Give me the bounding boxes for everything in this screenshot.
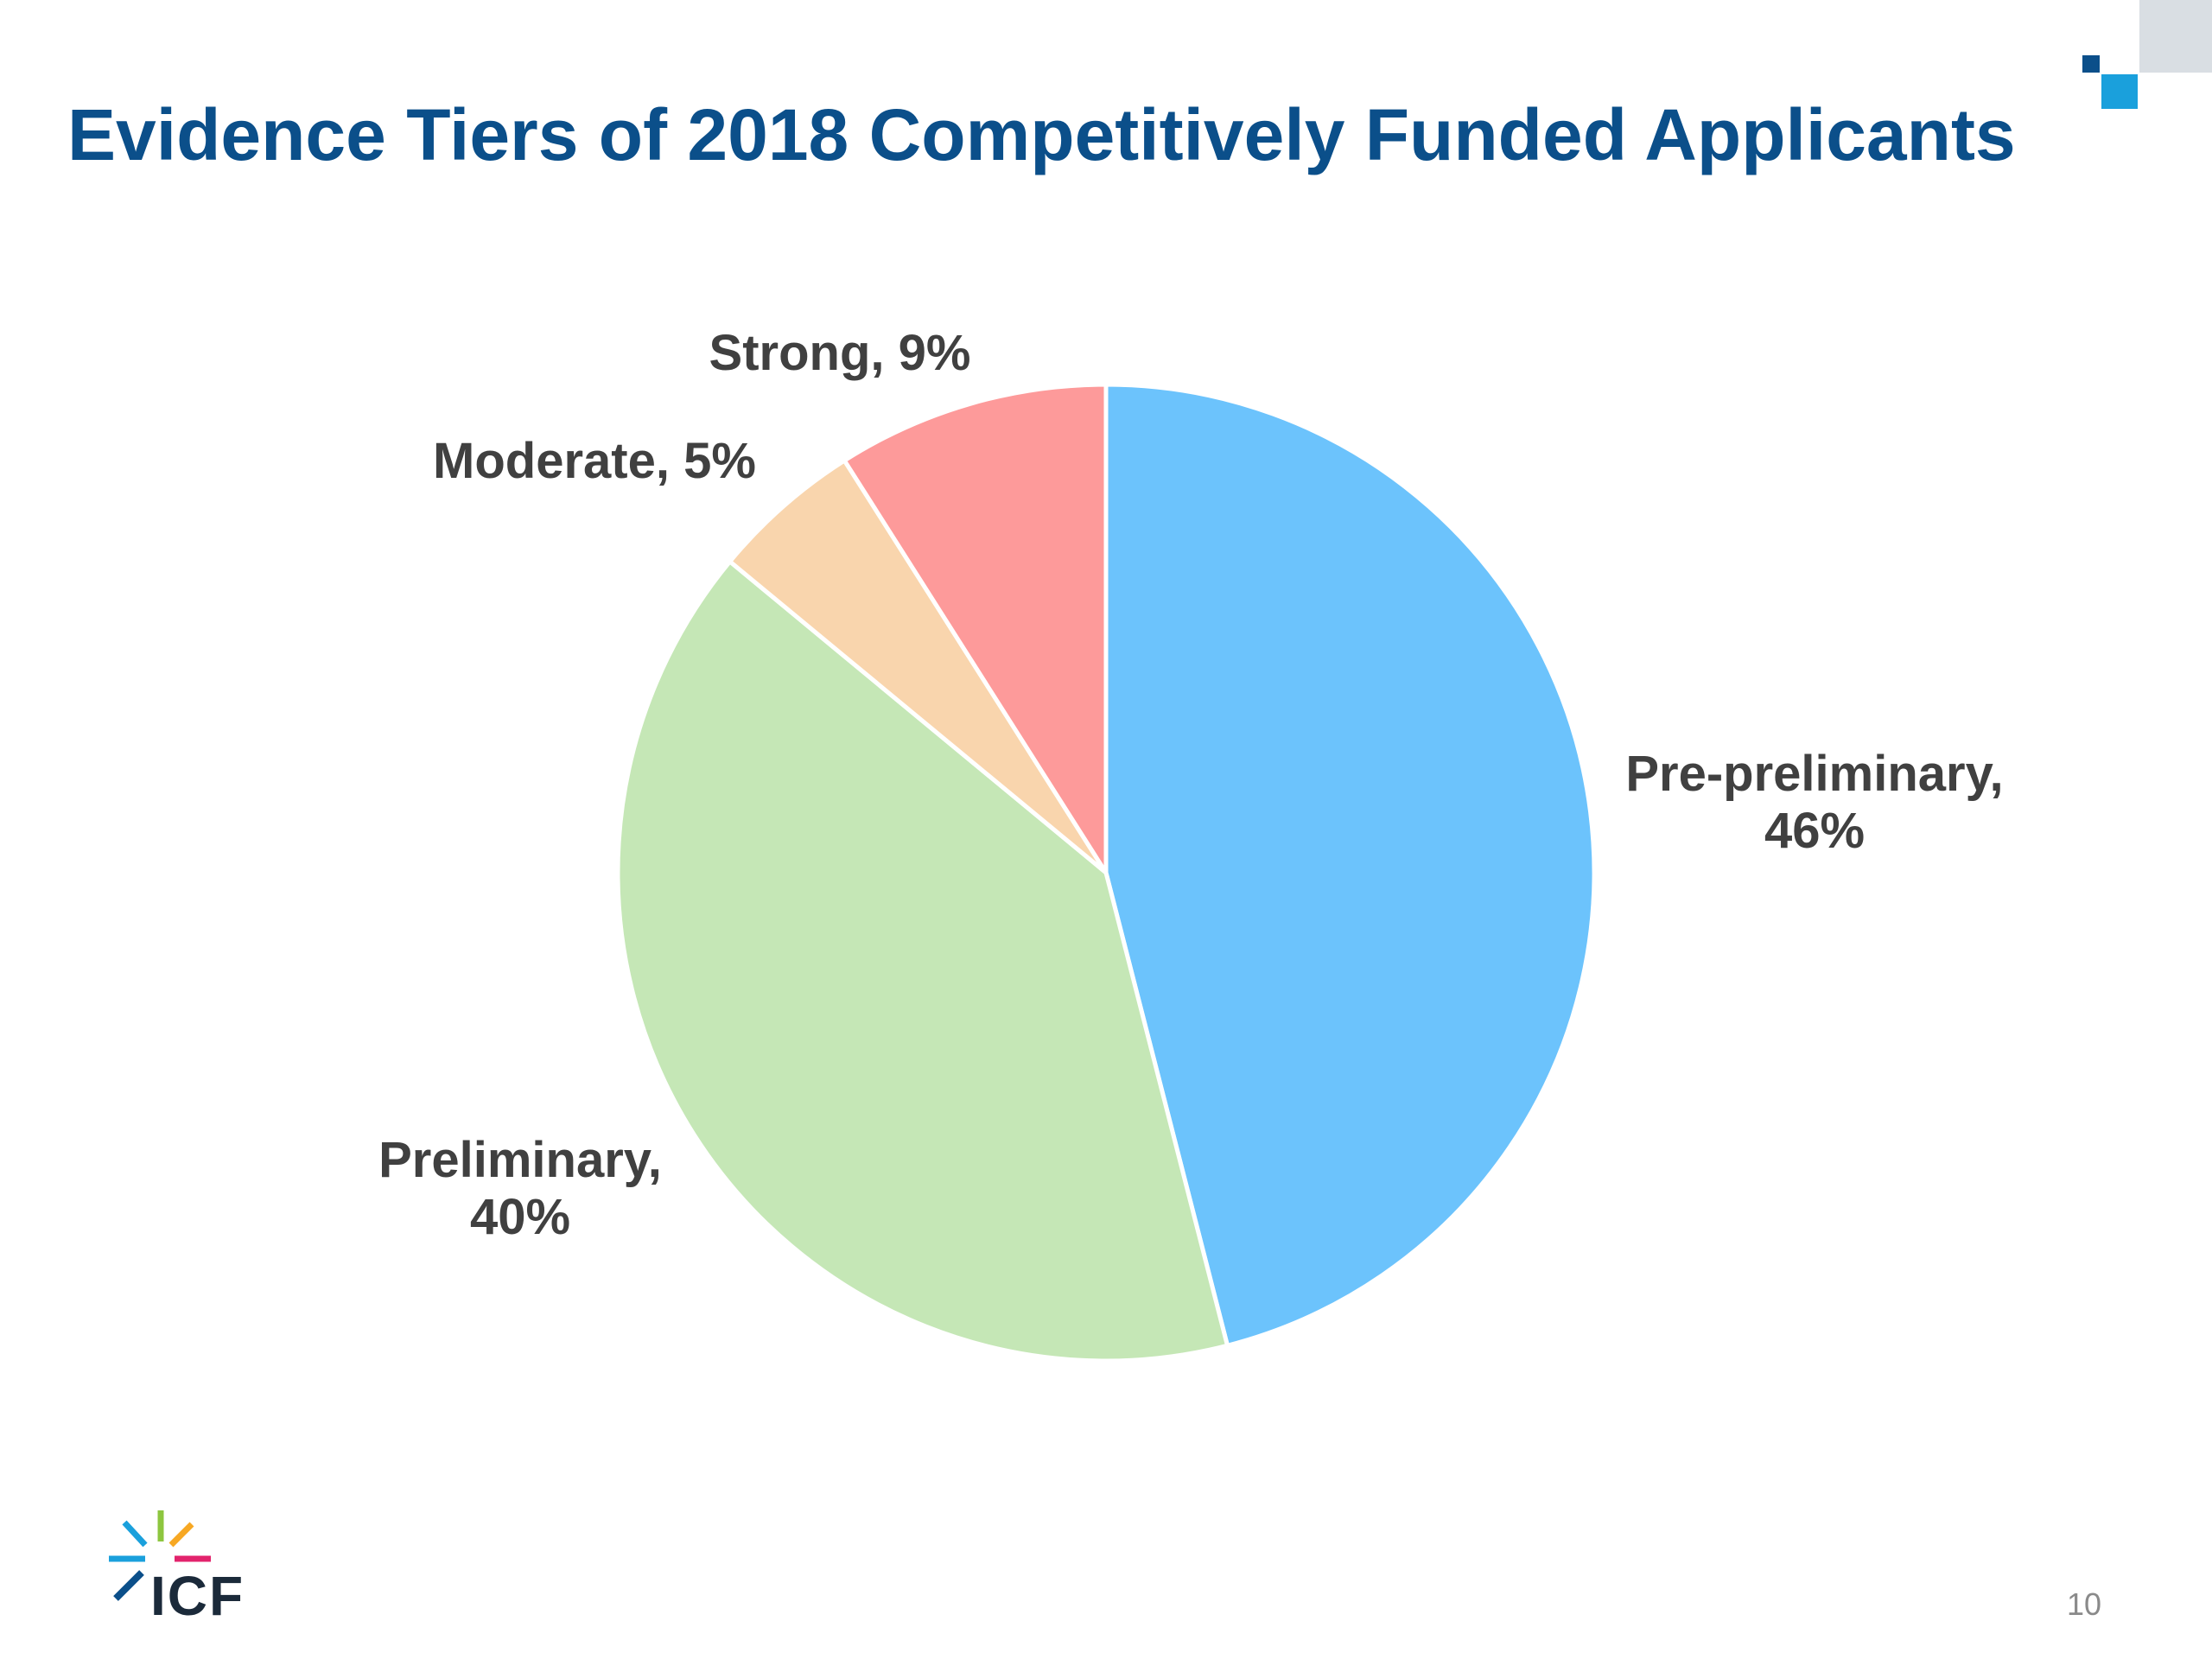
pie-label-line: Moderate, 5% [433,433,756,489]
pie-label-line: 46% [1764,803,1865,859]
pie-labels: Pre-preliminary, 46% Preliminary, 40% Modera… [378,325,2004,1245]
corner-decoration-light [2101,74,2138,109]
pie-slices [615,382,1597,1363]
pie-slice-preliminary [615,559,1230,1363]
pie-label-line: Strong, 9% [709,325,971,381]
icf-logo-icon [109,1510,211,1601]
pie-label-moderate: Moderate, 5% [433,433,756,489]
pie-slice-pre-preliminary [1103,382,1597,1348]
page-number: 10 [2067,1586,2102,1622]
pie-label-preliminary: Preliminary, 40% [378,1132,662,1245]
pie-slice-strong [842,382,1109,875]
pie-label-pre-preliminary: Pre-preliminary, 46% [1625,746,2003,859]
pie-slice-moderate [728,458,1109,875]
pie-label-line: 40% [470,1189,570,1245]
logo-text: ICF [150,1565,245,1627]
slide-title: Evidence Tiers of 2018 Competitively Fun… [67,94,2016,175]
corner-decoration-dark [2082,55,2100,73]
pie-label-line: Pre-preliminary, [1625,746,2003,802]
pie-label-line: Preliminary, [378,1132,662,1188]
pie-label-strong: Strong, 9% [709,325,971,381]
corner-decoration-gray [2139,0,2212,73]
